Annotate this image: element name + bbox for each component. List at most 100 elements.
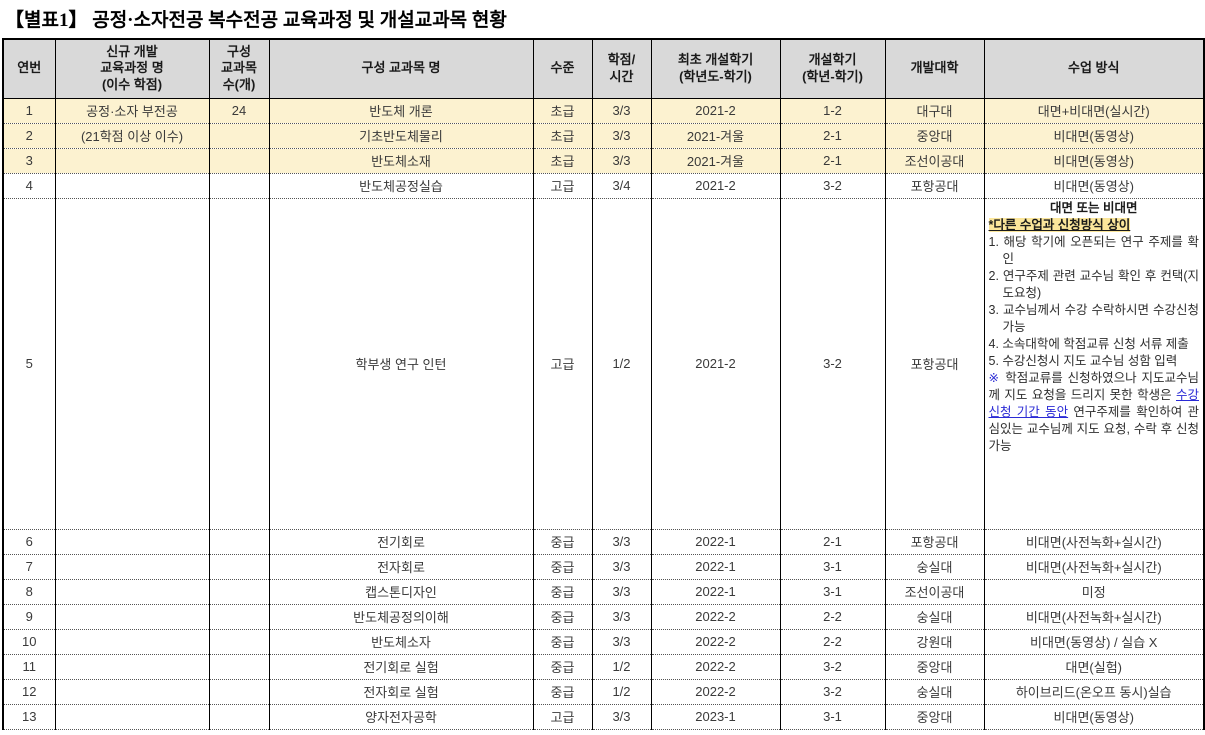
cell-course: 전기회로 xyxy=(268,529,534,555)
cell-first-semester: 2023-1 xyxy=(650,704,781,730)
cell-university: 숭실대 xyxy=(884,604,985,630)
cell-no: 5 xyxy=(2,198,56,530)
cell-count xyxy=(208,148,270,174)
note-blue-link-text: 수강신청 기간 동안 xyxy=(988,387,1200,419)
header-row: 연번 신규 개발 교육과정 명 (이수 학점) 구성 교과목 수(개) 구성 교… xyxy=(2,38,1205,99)
cell-method-detail: 대면 또는 비대면 *다른 수업과 신청방식 상이 1. 해당 학기에 오픈되는… xyxy=(983,198,1205,530)
cell-no: 1 xyxy=(2,98,56,124)
cell-first-semester: 2021-2 xyxy=(650,198,781,530)
cell-count xyxy=(208,173,270,199)
cell-credit: 3/3 xyxy=(591,579,652,605)
cell-no: 13 xyxy=(2,704,56,730)
cell-course: 양자전자공학 xyxy=(268,704,534,730)
cell-program xyxy=(54,679,210,705)
table-row: 8 캡스톤디자인 중급 3/3 2022-1 3-1 조선이공대 미정 xyxy=(2,579,1205,605)
cell-count xyxy=(208,679,270,705)
cell-program xyxy=(54,654,210,680)
cell-credit: 3/3 xyxy=(591,98,652,124)
cell-university: 중앙대 xyxy=(884,654,985,680)
cell-credit: 3/3 xyxy=(591,629,652,655)
cell-no: 11 xyxy=(2,654,56,680)
cell-program xyxy=(54,173,210,199)
cell-no: 10 xyxy=(2,629,56,655)
note-reference-mark: ※ xyxy=(988,370,1001,385)
cell-count xyxy=(208,529,270,555)
cell-credit: 3/3 xyxy=(591,529,652,555)
cell-program: 공정·소자 부전공 xyxy=(54,98,210,124)
cell-level: 고급 xyxy=(532,173,593,199)
cell-count xyxy=(208,604,270,630)
cell-first-semester: 2022-2 xyxy=(650,679,781,705)
method-step: 2. 연구주제 관련 교수님 확인 후 컨택(지도요청) xyxy=(988,268,1200,300)
cell-first-semester: 2021-겨울 xyxy=(650,123,781,149)
cell-credit: 3/3 xyxy=(591,554,652,580)
method-notice-highlight: *다른 수업과 신청방식 상이 xyxy=(988,217,1131,232)
table-row: 11 전기회로 실험 중급 1/2 2022-2 3-2 중앙대 대면(실험) xyxy=(2,654,1205,680)
cell-count xyxy=(208,123,270,149)
cell-course: 전자회로 실험 xyxy=(268,679,534,705)
course-table: 연번 신규 개발 교육과정 명 (이수 학점) 구성 교과목 수(개) 구성 교… xyxy=(2,38,1205,730)
cell-semester: 2-2 xyxy=(779,629,886,655)
cell-credit: 3/3 xyxy=(591,123,652,149)
cell-semester: 3-1 xyxy=(779,704,886,730)
cell-course: 전기회로 실험 xyxy=(268,654,534,680)
cell-program xyxy=(54,579,210,605)
table-row: 10 반도체소자 중급 3/3 2022-2 2-2 강원대 비대면(동영상) … xyxy=(2,629,1205,655)
cell-level: 중급 xyxy=(532,529,593,555)
cell-program xyxy=(54,148,210,174)
cell-method: 비대면(사전녹화+실시간) xyxy=(983,529,1205,555)
table-row: 3 반도체소재 초급 3/3 2021-겨울 2-1 조선이공대 비대면(동영상… xyxy=(2,148,1205,174)
cell-count xyxy=(208,704,270,730)
cell-first-semester: 2021-겨울 xyxy=(650,148,781,174)
cell-university: 중앙대 xyxy=(884,123,985,149)
cell-first-semester: 2021-2 xyxy=(650,173,781,199)
cell-level: 중급 xyxy=(532,679,593,705)
cell-first-semester: 2022-1 xyxy=(650,554,781,580)
cell-program xyxy=(54,704,210,730)
cell-method: 비대면(사전녹화+실시간) xyxy=(983,554,1205,580)
cell-level: 중급 xyxy=(532,654,593,680)
table-row: 13 양자전자공학 고급 3/3 2023-1 3-1 중앙대 비대면(동영상) xyxy=(2,704,1205,730)
cell-course: 전자회로 xyxy=(268,554,534,580)
cell-level: 고급 xyxy=(532,704,593,730)
cell-university: 포항공대 xyxy=(884,198,985,530)
cell-course: 기초반도체물리 xyxy=(268,123,534,149)
table-row: 12 전자회로 실험 중급 1/2 2022-2 3-2 숭실대 하이브리드(온… xyxy=(2,679,1205,705)
cell-no: 9 xyxy=(2,604,56,630)
cell-university: 포항공대 xyxy=(884,529,985,555)
cell-university: 포항공대 xyxy=(884,173,985,199)
cell-semester: 1-2 xyxy=(779,98,886,124)
cell-count xyxy=(208,654,270,680)
cell-semester: 3-2 xyxy=(779,198,886,530)
cell-university: 중앙대 xyxy=(884,704,985,730)
cell-course: 반도체소자 xyxy=(268,629,534,655)
cell-count xyxy=(208,554,270,580)
header-university: 개발대학 xyxy=(884,38,985,99)
cell-method: 대면(실험) xyxy=(983,654,1205,680)
table-row: 6 전기회로 중급 3/3 2022-1 2-1 포항공대 비대면(사전녹화+실… xyxy=(2,529,1205,555)
cell-method: 하이브리드(온오프 동시)실습 xyxy=(983,679,1205,705)
table-row: 4 반도체공정실습 고급 3/4 2021-2 3-2 포항공대 비대면(동영상… xyxy=(2,173,1205,199)
method-headline: 대면 또는 비대면 xyxy=(1050,200,1138,215)
cell-first-semester: 2021-2 xyxy=(650,98,781,124)
cell-level: 초급 xyxy=(532,98,593,124)
cell-program xyxy=(54,529,210,555)
cell-method: 비대면(동영상) xyxy=(983,148,1205,174)
cell-level: 중급 xyxy=(532,604,593,630)
cell-level: 중급 xyxy=(532,554,593,580)
cell-university: 숭실대 xyxy=(884,554,985,580)
header-level: 수준 xyxy=(532,38,593,99)
cell-credit: 1/2 xyxy=(591,654,652,680)
cell-level: 고급 xyxy=(532,198,593,530)
table-row: 2 (21학점 이상 이수) 기초반도체물리 초급 3/3 2021-겨울 2-… xyxy=(2,123,1205,149)
cell-first-semester: 2022-1 xyxy=(650,529,781,555)
cell-no: 7 xyxy=(2,554,56,580)
note-text: 학점교류를 신청하였으나 지도교수님께 지도 요청을 드리지 못한 학생은 xyxy=(988,370,1200,402)
cell-course: 반도체소재 xyxy=(268,148,534,174)
cell-count xyxy=(208,579,270,605)
cell-credit: 1/2 xyxy=(591,198,652,530)
cell-program xyxy=(54,554,210,580)
header-course-count: 구성 교과목 수(개) xyxy=(208,38,270,99)
cell-no: 4 xyxy=(2,173,56,199)
cell-semester: 3-2 xyxy=(779,679,886,705)
